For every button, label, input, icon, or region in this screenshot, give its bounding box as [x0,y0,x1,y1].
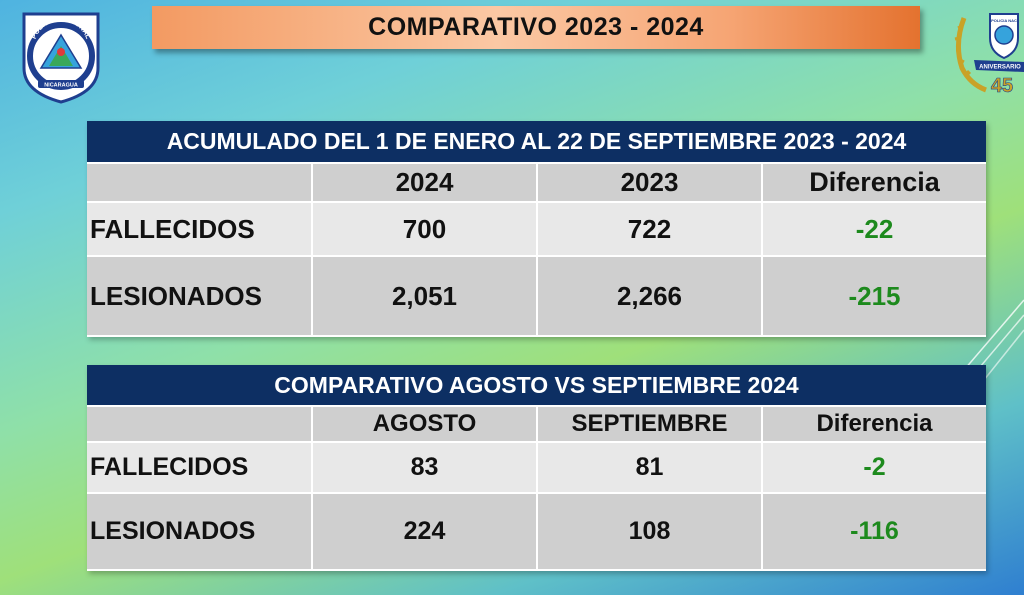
value-agosto-fallecidos: 83 [312,442,538,494]
table1-col-diferencia: Diferencia [762,163,986,203]
value-septiembre-fallecidos: 81 [537,442,763,494]
table1-col-2024: 2024 [312,163,538,203]
table-row: FALLECIDOS 83 81 -2 [87,442,986,494]
table2-col-septiembre: SEPTIEMBRE [537,406,763,443]
accumulated-comparison-table: ACUMULADO DEL 1 DE ENERO AL 22 DE SEPTIE… [87,121,986,337]
diff-lesionados: -215 [762,256,986,337]
row-label-lesionados: LESIONADOS [87,493,313,571]
table2-header: COMPARATIVO AGOSTO VS SEPTIEMBRE 2024 [87,365,986,407]
table-row: LESIONADOS 224 108 -116 [87,493,986,571]
diff-lesionados: -116 [762,493,986,571]
table1-col-empty [87,163,313,203]
table1-header: ACUMULADO DEL 1 DE ENERO AL 22 DE SEPTIE… [87,121,986,164]
value-2023-lesionados: 2,266 [537,256,763,337]
logo-right-number: 45 [991,75,1013,96]
row-label-lesionados: LESIONADOS [87,256,313,337]
row-label-fallecidos: FALLECIDOS [87,442,313,494]
table1-column-headers: 2024 2023 Diferencia [87,163,986,203]
value-2024-fallecidos: 700 [312,202,538,257]
diff-fallecidos: -2 [762,442,986,494]
value-2024-lesionados: 2,051 [312,256,538,337]
table2-col-empty [87,406,313,443]
value-2023-fallecidos: 722 [537,202,763,257]
policia-nacional-logo: POLICIA NACIONAL NICARAGUA [20,8,102,104]
value-agosto-lesionados: 224 [312,493,538,571]
logo-right-text-top: POLICIA NAC [991,18,1017,23]
table1-col-2023: 2023 [537,163,763,203]
table-row: FALLECIDOS 700 722 -22 [87,202,986,257]
diff-fallecidos: -22 [762,202,986,257]
logo-right-text-band: ANIVERSARIO [979,65,1021,71]
monthly-comparison-table: COMPARATIVO AGOSTO VS SEPTIEMBRE 2024 AG… [87,365,986,571]
table2-col-diferencia: Diferencia [762,406,986,443]
aniversario-45-logo: POLICIA NAC ANIVERSARIO 45 [952,4,1024,97]
value-septiembre-lesionados: 108 [537,493,763,571]
table2-column-headers: AGOSTO SEPTIEMBRE Diferencia [87,406,986,443]
logo-left-text-bottom: NICARAGUA [44,83,78,89]
page-title: COMPARATIVO 2023 - 2024 [152,6,920,49]
table-row: LESIONADOS 2,051 2,266 -215 [87,256,986,337]
table2-col-agosto: AGOSTO [312,406,538,443]
row-label-fallecidos: FALLECIDOS [87,202,313,257]
